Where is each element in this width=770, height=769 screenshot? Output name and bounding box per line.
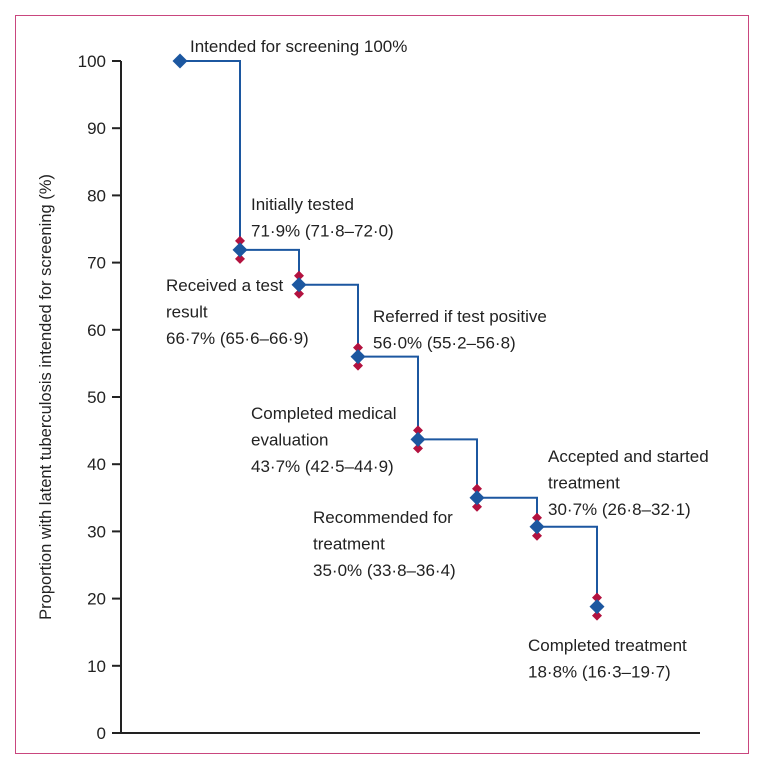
data-label: Accepted and started bbox=[548, 447, 709, 466]
ci-upper-marker bbox=[294, 270, 304, 281]
data-point bbox=[232, 242, 248, 258]
ci-lower-marker bbox=[294, 288, 304, 299]
ci-lower-marker bbox=[235, 253, 245, 264]
ci-lower-marker bbox=[532, 530, 542, 541]
ci-lower-marker bbox=[472, 501, 482, 512]
data-point bbox=[469, 490, 485, 506]
ci-upper-marker bbox=[472, 483, 482, 494]
y-tick-label: 40 bbox=[87, 455, 106, 474]
y-tick-label: 80 bbox=[87, 186, 106, 205]
ci-upper-marker bbox=[235, 235, 245, 246]
data-point bbox=[350, 349, 366, 365]
ci-lower-marker bbox=[592, 610, 602, 621]
data-point bbox=[291, 277, 307, 293]
ci-lower-marker bbox=[413, 443, 423, 454]
y-tick-label: 30 bbox=[87, 522, 106, 541]
data-label: 18·8% (16·3–19·7) bbox=[528, 663, 671, 682]
ci-upper-marker bbox=[532, 512, 542, 523]
data-label: Completed treatment bbox=[528, 636, 687, 655]
y-tick-label: 100 bbox=[78, 52, 106, 71]
y-tick-label: 10 bbox=[87, 657, 106, 676]
figure-frame bbox=[15, 15, 749, 754]
data-label: result bbox=[166, 303, 208, 322]
data-label: 30·7% (26·8–32·1) bbox=[548, 500, 691, 519]
y-tick-label: 50 bbox=[87, 388, 106, 407]
ci-upper-marker bbox=[592, 592, 602, 603]
data-label: 43·7% (42·5–44·9) bbox=[251, 457, 394, 476]
ci-upper-marker bbox=[413, 425, 423, 436]
data-label: 71·9% (71·8–72·0) bbox=[251, 222, 394, 241]
data-point bbox=[172, 53, 188, 69]
y-axis-label: Proportion with latent tuberculosis inte… bbox=[37, 174, 55, 620]
ci-lower-marker bbox=[353, 360, 363, 371]
data-point bbox=[589, 599, 605, 615]
ci-upper-marker bbox=[353, 342, 363, 353]
data-label: Intended for screening 100% bbox=[190, 37, 407, 56]
data-label: treatment bbox=[313, 535, 385, 554]
data-label: 35·0% (33·8–36·4) bbox=[313, 561, 456, 580]
data-label: Received a test bbox=[166, 276, 283, 295]
y-tick-label: 0 bbox=[97, 724, 106, 743]
data-label: Initially tested bbox=[251, 195, 354, 214]
data-label: 66·7% (65·6–66·9) bbox=[166, 329, 309, 348]
data-point bbox=[410, 431, 426, 447]
data-point bbox=[529, 519, 545, 535]
data-label: treatment bbox=[548, 474, 620, 493]
data-label: Completed medical bbox=[251, 404, 397, 423]
y-tick-label: 60 bbox=[87, 321, 106, 340]
y-tick-label: 90 bbox=[87, 119, 106, 138]
y-tick-label: 20 bbox=[87, 590, 106, 609]
data-label: Recommended for bbox=[313, 508, 453, 527]
data-label: evaluation bbox=[251, 431, 329, 450]
data-label: 56·0% (55·2–56·8) bbox=[373, 334, 516, 353]
data-label: Referred if test positive bbox=[373, 307, 547, 326]
y-tick-label: 70 bbox=[87, 254, 106, 273]
